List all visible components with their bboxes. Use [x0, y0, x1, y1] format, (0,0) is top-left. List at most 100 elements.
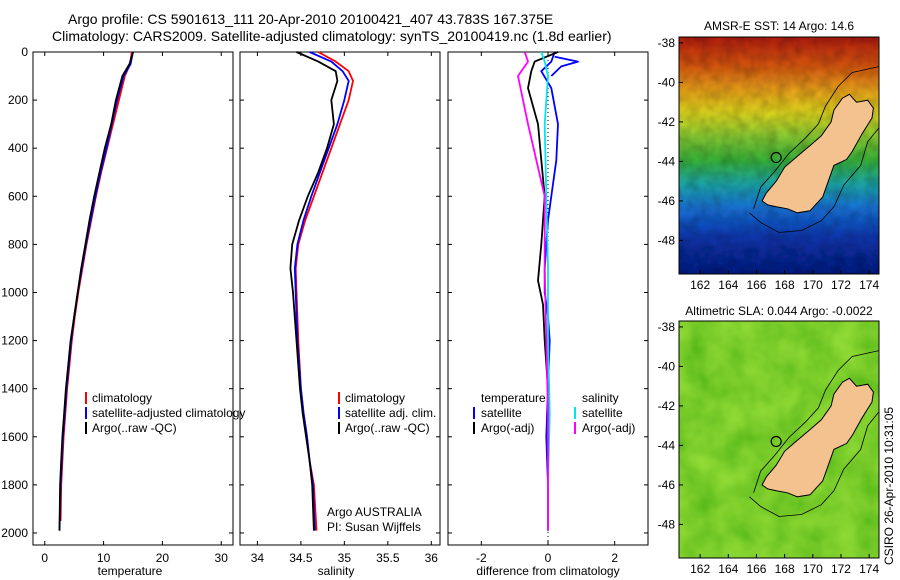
y-tick-label: 1000	[1, 285, 28, 299]
map-y-tick-label: -44	[658, 438, 676, 452]
map-x-tick-label: 170	[803, 278, 823, 292]
credit-line-2: PI: Susan Wijffels	[327, 520, 421, 534]
legend-title-temperature: temperature	[481, 391, 546, 405]
difference-panel: -2 0 2 difference from climatology tempera…	[447, 51, 649, 578]
difference-series	[517, 51, 579, 531]
map-y-tick-label: -48	[658, 517, 676, 531]
y-tick-label: 600	[8, 189, 28, 203]
y-tick-label: 2000	[1, 526, 28, 540]
map-y-tick-label: -38	[658, 36, 676, 50]
sla-land-south-island	[761, 377, 874, 498]
map-x-tick-label: 166	[746, 562, 766, 576]
header-line-1: Argo profile: CS 5901613_111 20-Apr-2010…	[68, 11, 553, 27]
x-tick-label: 20	[156, 551, 170, 565]
legend-label-sal-satellite: satellite	[582, 406, 623, 420]
map-x-tick-label: 168	[775, 278, 795, 292]
salinity-xlabel: salinity	[318, 564, 355, 578]
x-tick-label: 10	[97, 551, 111, 565]
series-line-temperature-satellite	[540, 51, 559, 531]
map-y-tick-label: -44	[658, 154, 676, 168]
map-y-tick-label: -46	[658, 194, 676, 208]
x-tick-label: 36	[425, 551, 439, 565]
temperature-panel: 0 10 20 30 0 200 400 600 800 1000 1200 1400 1600 1800…	[1, 45, 245, 578]
legend-label-satellite: satellite-adjusted climatology	[92, 406, 245, 420]
salinity-series	[289, 51, 354, 531]
sla-map: Altimetric SLA: 0.044 Argo: -0.0022 162 1…	[658, 304, 880, 576]
x-tick-label: 34.5	[289, 551, 313, 565]
sst-land-south-island	[761, 93, 874, 214]
sst-argo-location-marker	[770, 151, 782, 164]
legend-label-temp-satellite: satellite	[481, 406, 522, 420]
y-tick-label: 1200	[1, 334, 28, 348]
map-y-tick-label: -42	[658, 115, 676, 129]
map-y-tick-label: -48	[658, 233, 676, 247]
sla-map-frame	[678, 320, 880, 559]
x-tick-label: 35.5	[376, 551, 400, 565]
salinity-legend: climatology satellite adj. clim. Argo(..…	[338, 391, 436, 435]
x-tick-label: 0	[41, 551, 48, 565]
header-line-2: Climatology: CARS2009. Satellite-adjuste…	[52, 28, 612, 44]
map-y-tick-label: -38	[658, 320, 676, 334]
sla-map-title: Altimetric SLA: 0.044 Argo: -0.0022	[685, 304, 873, 318]
salinity-ticks: 34 34.5 35 35.5 36	[240, 51, 440, 565]
y-tick-label: 200	[8, 93, 28, 107]
map-x-tick-label: 164	[718, 278, 738, 292]
map-x-tick-label: 172	[831, 278, 851, 292]
y-tick-label: 1600	[1, 430, 28, 444]
difference-ticks: -2 0 2	[448, 51, 648, 565]
difference-xlabel: difference from climatology	[476, 564, 619, 578]
y-tick-label: 1400	[1, 382, 28, 396]
map-x-tick-label: 162	[690, 278, 710, 292]
legend-label-sal-argo: Argo(-adj)	[582, 421, 635, 435]
map-x-tick-label: 168	[775, 562, 795, 576]
temperature-ticks: 0 10 20 30 0 200 400 600 800 1000 1200 1400 1600 1800…	[1, 45, 233, 565]
y-tick-label: 0	[21, 45, 28, 59]
sst-map-ticks: 162 164 166 168 170 172 174 -38 -40 -42 -44 -46 -48	[658, 36, 880, 292]
sst-map: AMSR-E SST: 14 Argo: 14.6 162 164 166 168 17…	[658, 19, 880, 292]
x-tick-label: 34	[251, 551, 265, 565]
sla-map-ticks: 162 164 166 168 170 172 174 -38 -40 -42 -44 -46 -48	[658, 320, 880, 576]
series-line-upper-anomaly	[550, 55, 579, 77]
series-line-temperature-argo-adj-	[527, 51, 559, 531]
map-x-tick-label: 174	[859, 562, 879, 576]
legend-label-climatology: climatology	[345, 391, 405, 405]
series-line-salinity-argo-adj-	[517, 51, 549, 531]
x-tick-label: 30	[215, 551, 229, 565]
series-line-satellite-adjusted-climatology	[58, 51, 134, 531]
map-y-tick-label: -46	[658, 478, 676, 492]
x-tick-label: 0	[545, 551, 552, 565]
map-x-tick-label: 172	[831, 562, 851, 576]
csiro-timestamp: CSIRO 26-Apr-2010 10:31:05	[882, 407, 896, 565]
map-x-tick-label: 162	[690, 562, 710, 576]
series-line-climatology	[59, 51, 133, 522]
credit-line-1: Argo AUSTRALIA	[327, 505, 422, 519]
difference-legend: temperature satellite Argo(-adj) salinit…	[473, 391, 635, 435]
legend-label-satellite: satellite adj. clim.	[345, 406, 436, 420]
y-tick-label: 400	[8, 141, 28, 155]
legend-label-climatology: climatology	[92, 391, 152, 405]
temperature-legend: climatology satellite-adjusted climatolo…	[85, 391, 245, 435]
series-line-argo-raw-qc-	[58, 51, 134, 531]
x-tick-label: 35	[338, 551, 352, 565]
map-y-tick-label: -40	[658, 359, 676, 373]
temperature-series	[58, 51, 134, 531]
temperature-axes-frame	[32, 51, 234, 546]
sla-shelf-contour	[749, 350, 879, 517]
y-tick-label: 1800	[1, 478, 28, 492]
sla-argo-location-marker	[770, 435, 782, 448]
map-x-tick-label: 166	[746, 278, 766, 292]
sst-map-title: AMSR-E SST: 14 Argo: 14.6	[704, 19, 854, 33]
series-line-argo-raw-qc-	[289, 51, 339, 531]
temperature-xlabel: temperature	[98, 564, 163, 578]
map-y-tick-label: -42	[658, 399, 676, 413]
x-tick-label: 2	[611, 551, 618, 565]
x-tick-label: -2	[476, 551, 487, 565]
map-x-tick-label: 164	[718, 562, 738, 576]
salinity-panel: 34 34.5 35 35.5 36 salinity climatology sate…	[239, 51, 441, 578]
legend-label-argo: Argo(..raw -QC)	[92, 421, 177, 435]
map-x-tick-label: 174	[859, 278, 879, 292]
sst-map-frame	[678, 36, 880, 275]
map-x-tick-label: 170	[803, 562, 823, 576]
legend-title-salinity: salinity	[582, 391, 619, 405]
